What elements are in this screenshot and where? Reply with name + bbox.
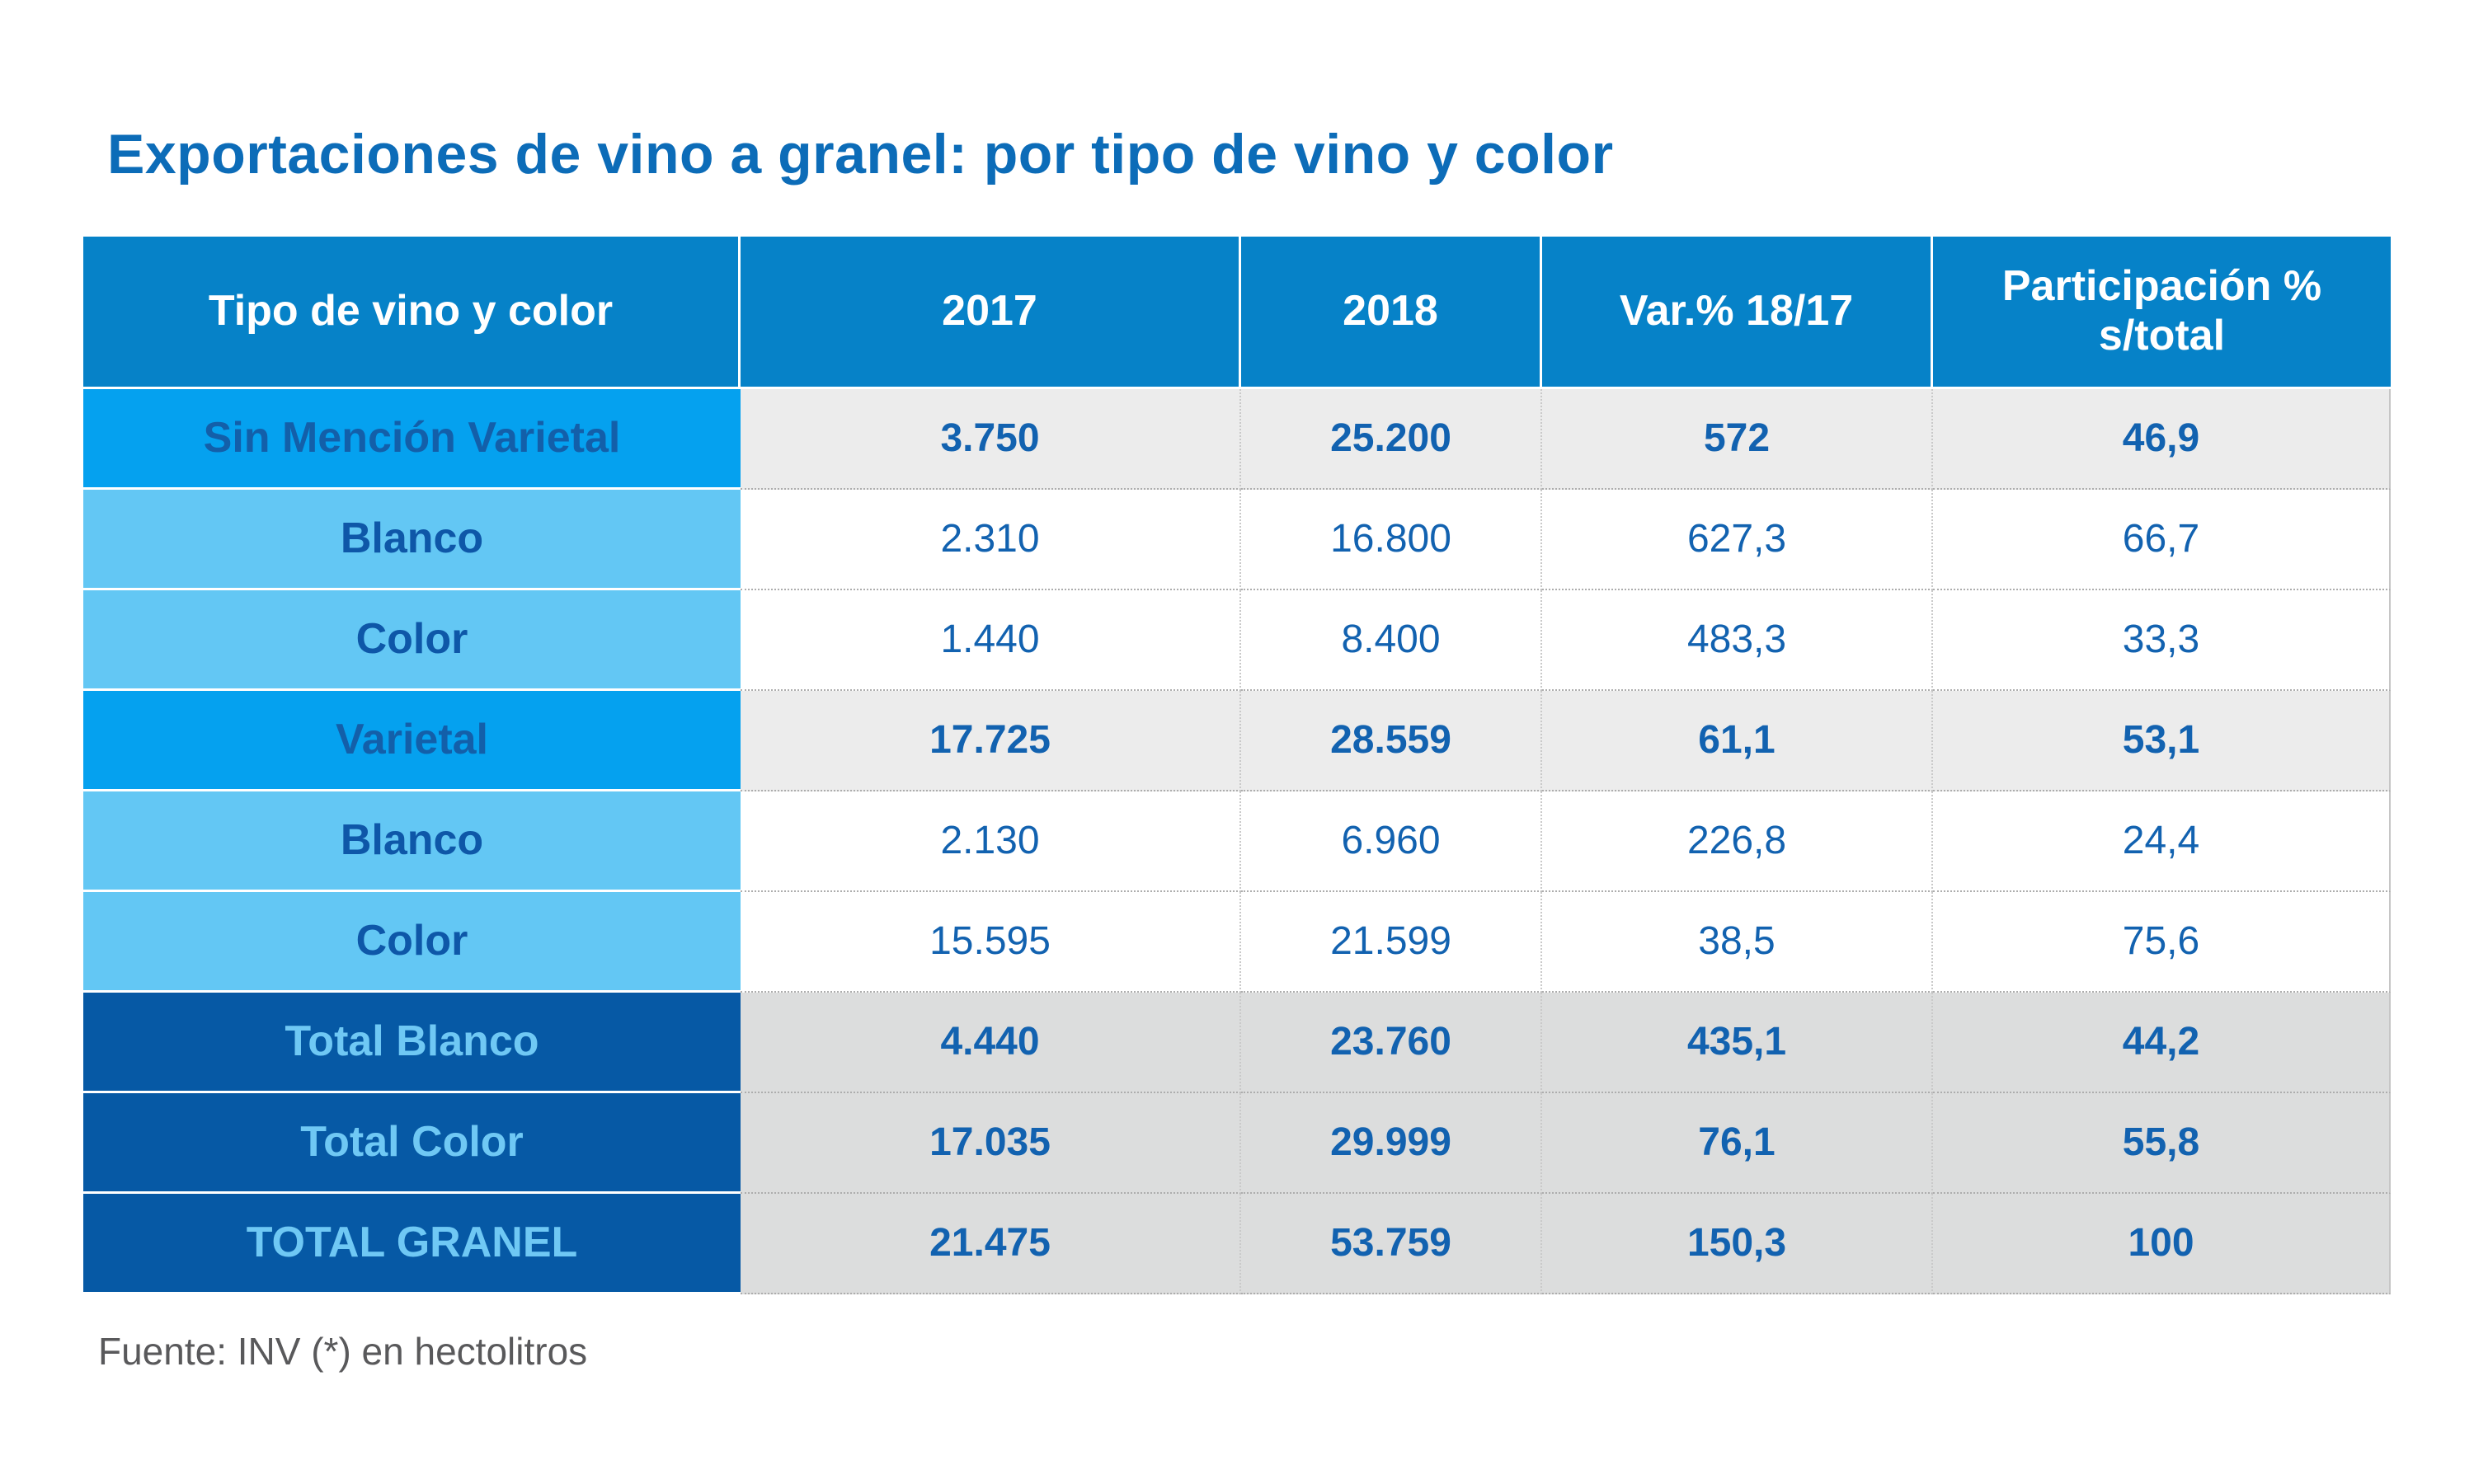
- row-label: Blanco: [83, 791, 741, 892]
- column-header-1: Tipo de vino y color: [83, 237, 741, 389]
- row-label: TOTAL GRANEL: [83, 1194, 741, 1294]
- value-cell: 21.599: [1241, 892, 1542, 993]
- value-cell: 17.725: [741, 691, 1241, 791]
- value-cell: 29.999: [1241, 1093, 1542, 1194]
- column-header-2: 2017: [741, 237, 1241, 389]
- value-cell: 226,8: [1542, 791, 1933, 892]
- row-label: Color: [83, 590, 741, 691]
- value-cell: 28.559: [1241, 691, 1542, 791]
- value-cell: 1.440: [741, 590, 1241, 691]
- column-header-4: Var.% 18/17: [1542, 237, 1933, 389]
- value-cell: 150,3: [1542, 1194, 1933, 1294]
- wine-exports-table: Tipo de vino y color 2017 2018 Var.% 18/17 P…: [83, 237, 2391, 1294]
- value-cell: 61,1: [1542, 691, 1933, 791]
- value-cell: 483,3: [1542, 590, 1933, 691]
- column-header-5: Participación % s/total: [1933, 237, 2391, 389]
- value-cell: 44,2: [1933, 993, 2391, 1093]
- value-cell: 66,7: [1933, 490, 2391, 590]
- value-cell: 572: [1542, 389, 1933, 490]
- value-cell: 3.750: [741, 389, 1241, 490]
- value-cell: 24,4: [1933, 791, 2391, 892]
- value-cell: 2.310: [741, 490, 1241, 590]
- value-cell: 33,3: [1933, 590, 2391, 691]
- value-cell: 2.130: [741, 791, 1241, 892]
- page-title: Exportaciones de vino a granel: por tipo…: [107, 123, 1614, 186]
- value-cell: 435,1: [1542, 993, 1933, 1093]
- column-header-3: 2018: [1241, 237, 1542, 389]
- value-cell: 8.400: [1241, 590, 1542, 691]
- value-cell: 25.200: [1241, 389, 1542, 490]
- row-label: Color: [83, 892, 741, 993]
- value-cell: 15.595: [741, 892, 1241, 993]
- value-cell: 53.759: [1241, 1194, 1542, 1294]
- value-cell: 23.760: [1241, 993, 1542, 1093]
- value-cell: 53,1: [1933, 691, 2391, 791]
- value-cell: 46,9: [1933, 389, 2391, 490]
- value-cell: 6.960: [1241, 791, 1542, 892]
- value-cell: 4.440: [741, 993, 1241, 1093]
- value-cell: 100: [1933, 1194, 2391, 1294]
- value-cell: 17.035: [741, 1093, 1241, 1194]
- value-cell: 38,5: [1542, 892, 1933, 993]
- row-label: Total Color: [83, 1093, 741, 1194]
- value-cell: 76,1: [1542, 1093, 1933, 1194]
- value-cell: 75,6: [1933, 892, 2391, 993]
- row-label: Varietal: [83, 691, 741, 791]
- row-label: Total Blanco: [83, 993, 741, 1093]
- value-cell: 55,8: [1933, 1093, 2391, 1194]
- row-label: Sin Mención Varietal: [83, 389, 741, 490]
- value-cell: 16.800: [1241, 490, 1542, 590]
- source-note: Fuente: INV (*) en hectolitros: [98, 1330, 588, 1373]
- value-cell: 627,3: [1542, 490, 1933, 590]
- value-cell: 21.475: [741, 1194, 1241, 1294]
- row-label: Blanco: [83, 490, 741, 590]
